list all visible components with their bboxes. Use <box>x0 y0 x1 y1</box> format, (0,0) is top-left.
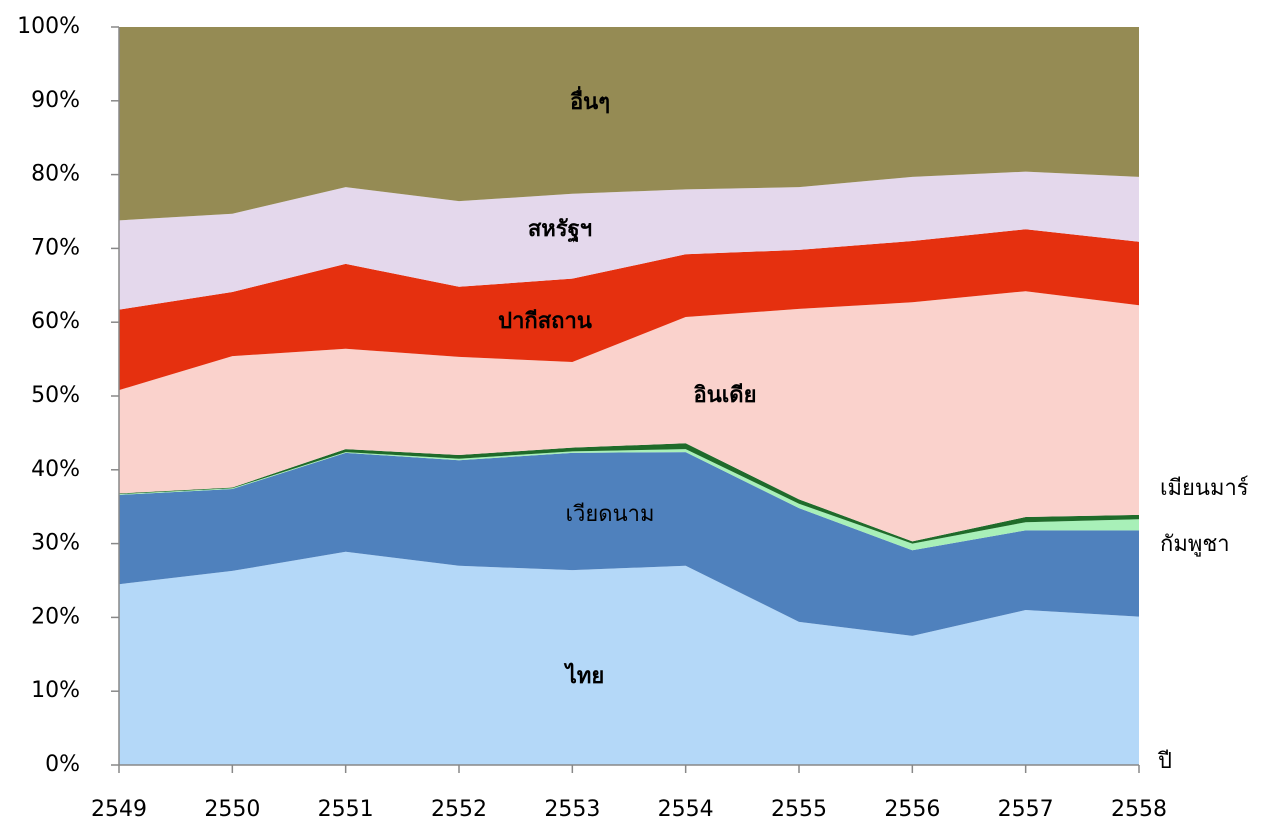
y-tick-label: 10% <box>31 678 80 703</box>
y-tick-label: 80% <box>31 162 80 187</box>
x-tick-label: 2551 <box>318 797 374 822</box>
y-tick-label: 20% <box>31 604 80 629</box>
x-tick-label: 2554 <box>658 797 714 822</box>
y-tick-label: 50% <box>31 383 80 408</box>
x-tick-label: 2558 <box>1111 797 1167 822</box>
x-tick-label: 2557 <box>998 797 1054 822</box>
series-label: ไทย <box>564 662 604 689</box>
x-tick-label: 2552 <box>431 797 487 822</box>
y-tick-label: 30% <box>31 531 80 556</box>
x-axis-label: ปี <box>1157 749 1172 774</box>
series-label: อื่นๆ <box>570 85 610 115</box>
x-tick-label: 2556 <box>884 797 940 822</box>
x-tick-label: 2553 <box>544 797 600 822</box>
area <box>119 551 1139 765</box>
x-tick-label: 2555 <box>771 797 827 822</box>
series-label: สหรัฐฯ <box>528 217 592 243</box>
y-tick-label: 0% <box>45 752 80 777</box>
area <box>119 452 1139 636</box>
series-label: ปากีสถาน <box>498 309 592 334</box>
y-tick-label: 70% <box>31 235 80 260</box>
series-label: เวียดนาม <box>566 502 655 527</box>
series-label: อินเดีย <box>694 383 757 408</box>
y-tick-label: 40% <box>31 457 80 482</box>
y-tick-label: 90% <box>31 88 80 113</box>
area <box>119 171 1139 310</box>
series-label: กัมพูชา <box>1160 532 1230 557</box>
y-tick-label: 60% <box>31 309 80 334</box>
series-label: เมียนมาร์ <box>1160 476 1249 501</box>
x-tick-label: 2550 <box>204 797 260 822</box>
area <box>119 27 1139 221</box>
y-tick-label: 100% <box>17 14 80 39</box>
area <box>119 291 1139 542</box>
area <box>119 229 1139 391</box>
x-tick-label: 2549 <box>91 797 147 822</box>
